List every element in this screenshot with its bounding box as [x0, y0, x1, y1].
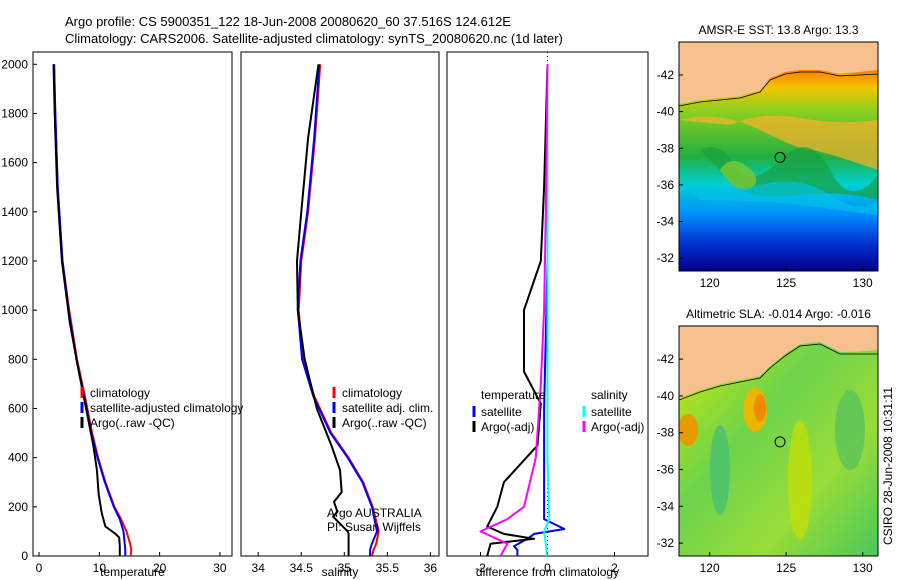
difference-legend-label: Argo(-adj)	[591, 420, 644, 434]
temperature-xtick-label: 30	[213, 561, 227, 575]
difference-xtick-label: -2	[475, 561, 486, 575]
temperature-ytick-label: 1800	[1, 106, 28, 120]
salinity-axes-frame	[240, 51, 440, 557]
difference-xtick-label: 0	[544, 561, 551, 575]
difference-legend-label: satellite	[481, 405, 522, 419]
salinity-legend-label: Argo(..raw -QC)	[342, 416, 427, 430]
temperature-axes-frame	[32, 51, 233, 557]
difference-xtick-label: 2	[611, 561, 618, 575]
sla_map-argo-location-marker	[774, 436, 786, 448]
temperature-ytick-label: 1400	[1, 205, 28, 219]
sla_map-xtick-label: 120	[700, 561, 720, 575]
sla_map-ytick-label: -42	[657, 352, 675, 366]
temperature-legend-label: Argo(..raw -QC)	[90, 416, 175, 430]
temperature-ytick-label: 1200	[1, 254, 28, 268]
salinity-annotation: Argo AUSTRALIA	[327, 506, 422, 520]
difference-series-salinity-argo-adj	[479, 64, 549, 557]
sla_map-xtick-label: 125	[776, 561, 796, 575]
footer-timestamp: CSIRO 28-Jun-2008 10:31:11	[881, 387, 895, 545]
salinity-series-argo-raw-qc	[296, 64, 350, 556]
temperature-ytick-label: 600	[8, 401, 28, 415]
difference-series-temperature-argo-adj	[486, 64, 549, 557]
sst_map-ytick-label: -34	[657, 215, 675, 229]
difference-series-salinity-satellite	[543, 64, 551, 557]
sst_map-xtick-label: 130	[853, 276, 873, 290]
temperature-series-satellite-adjusted-climatology	[53, 64, 127, 556]
temperature-series-climatology	[53, 64, 133, 557]
salinity-legend-label: satellite adj. clim.	[342, 401, 433, 415]
temperature-xlabel: temperature	[100, 565, 165, 579]
sst_map-ytick-label: -38	[657, 141, 675, 155]
difference-legend-label: Argo(-adj)	[481, 420, 534, 434]
difference-legend-label: satellite	[591, 405, 632, 419]
salinity-xtick-label: 35	[338, 561, 352, 575]
sla_map-ytick-label: -38	[657, 426, 675, 440]
sla-map-image	[679, 326, 878, 556]
sst_map-xtick-label: 125	[776, 276, 796, 290]
sla_map-title: Altimetric SLA: -0.014 Argo: -0.016	[686, 307, 871, 321]
sla_map-ytick-label: -40	[657, 389, 675, 403]
temperature-ytick-label: 1600	[1, 156, 28, 170]
temperature-ytick-label: 0	[21, 549, 28, 563]
temperature-legend-label: climatology	[90, 386, 150, 400]
temperature-ytick-label: 200	[8, 500, 28, 514]
salinity-xtick-label: 36	[424, 561, 438, 575]
difference-legend-heading: temperature	[481, 388, 546, 402]
sst_map-title: AMSR-E SST: 13.8 Argo: 13.3	[698, 23, 858, 37]
plots: 0 10 20 30020040060080010001200140016001800…	[1, 23, 879, 579]
sst_map-frame	[678, 41, 879, 272]
sla_map-ytick-label: -36	[657, 463, 675, 477]
salinity-legend-label: climatology	[342, 386, 402, 400]
temperature-ytick-label: 800	[8, 352, 28, 366]
temperature-ytick-label: 1000	[1, 303, 28, 317]
salinity-annotation: PI: Susan Wijffels	[327, 520, 421, 534]
salinity-series-climatology	[297, 64, 380, 557]
sst_map-argo-location-marker	[774, 151, 786, 163]
difference-series-temperature-satellite	[513, 64, 566, 556]
temperature-series-argo-raw-qc	[52, 64, 121, 556]
sst_map-xtick-label: 120	[700, 276, 720, 290]
temperature-ytick-label: 2000	[1, 57, 28, 71]
sst-map-image	[679, 42, 878, 271]
temperature-legend-label: satellite-adjusted climatology	[90, 401, 243, 415]
sla_map-frame	[678, 325, 879, 557]
temperature-xtick-label: 10	[93, 561, 107, 575]
sst_map-ytick-label: -36	[657, 178, 675, 192]
figure-title-line2: Climatology: CARS2006. Satellite-adjuste…	[65, 31, 563, 46]
figure-title-line1: Argo profile: CS 5900351_122 18-Jun-2008…	[65, 14, 511, 29]
difference-legend-heading: salinity	[591, 388, 628, 402]
sla_map-ytick-label: -32	[657, 536, 675, 550]
temperature-xtick-label: 20	[153, 561, 167, 575]
salinity-xtick-label: 35.5	[376, 561, 400, 575]
salinity-xtick-label: 34	[252, 561, 266, 575]
sla_map-xtick-label: 130	[853, 561, 873, 575]
difference-xlabel: difference from climatology	[476, 565, 619, 579]
salinity-xtick-label: 34.5	[290, 561, 314, 575]
sst_map-ytick-label: -40	[657, 105, 675, 119]
sst_map-ytick-label: -32	[657, 251, 675, 265]
sla_map-ytick-label: -34	[657, 499, 675, 513]
sst_map-ytick-label: -42	[657, 68, 675, 82]
temperature-ytick-label: 400	[8, 451, 28, 465]
salinity-xlabel: salinity	[322, 565, 359, 579]
salinity-series-satellite-adj-clim	[296, 64, 378, 556]
temperature-xtick-label: 0	[36, 561, 43, 575]
